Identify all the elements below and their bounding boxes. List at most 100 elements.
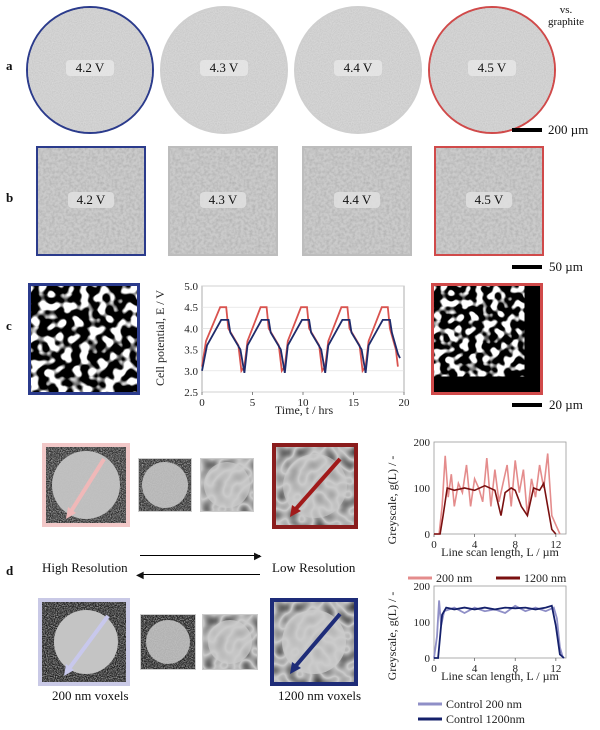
panel-b-letter: b <box>6 190 14 205</box>
scale-bar-a <box>512 128 542 132</box>
vs-text: vs. <box>559 4 573 16</box>
disc-voltage-label: 4.3 V <box>200 60 248 76</box>
plot-frame <box>433 441 567 535</box>
legend-label-control-1200: Control 1200nm <box>446 712 526 726</box>
x-tick-label: 0 <box>199 397 205 409</box>
micrograph-texture <box>46 447 126 523</box>
x-tick-label: 4 <box>472 663 478 675</box>
tile-voltage-label: 4.2 V <box>68 192 114 208</box>
low-resolution-label: Low Resolution <box>272 560 356 575</box>
sample-image-mid-4 <box>202 614 258 670</box>
x-tick-label: 8 <box>512 663 518 675</box>
x-tick-label: 12 <box>550 539 561 551</box>
binary-image-4-2v <box>28 283 140 395</box>
sem-tile-2: 4.3 V <box>168 146 278 256</box>
chart-c-ylabel: Cell potential, E / V <box>153 290 167 386</box>
x-tick-label: 5 <box>250 397 256 409</box>
chart-d2-ylabel: Greyscale, g(L) / - <box>385 592 399 681</box>
graphite-text: graphite <box>548 16 585 28</box>
tile-texture <box>38 148 144 254</box>
y-tick-label: 5.0 <box>184 281 198 293</box>
scale-bar-c <box>512 403 542 407</box>
legend-label-control-200: Control 200 nm <box>446 697 523 711</box>
chart-d2-xlabel: Line scan length, L / µm <box>441 669 559 683</box>
arrow-right-line <box>140 555 260 556</box>
legend-label-1200nm: 1200 nm <box>524 571 567 584</box>
micrograph-texture <box>274 602 354 682</box>
micrograph-texture <box>139 459 191 511</box>
series-line-2 <box>434 481 557 535</box>
chart-d2-legend: Control 200 nm Control 1200nm <box>418 697 526 726</box>
series-line-1 <box>201 306 399 374</box>
legend-label-200nm: 200 nm <box>436 571 473 584</box>
sem-tile-1: 4.2 V <box>36 146 146 256</box>
y-tick-label: 100 <box>414 483 431 495</box>
y-tick-label: 0 <box>425 653 431 665</box>
arrow-right-head: ▶ <box>254 551 262 562</box>
chart-c-plot-area: 2.5 3.0 3.5 4.0 4.5 5.0 0 5 10 15 20 <box>184 281 410 409</box>
y-tick-label: 200 <box>414 437 431 449</box>
plot-frame <box>201 285 405 393</box>
sample-image-200nm-degraded <box>42 443 130 527</box>
chart-d1-ylabel: Greyscale, g(L) / - <box>385 456 399 545</box>
y-tick-label: 200 <box>414 582 431 593</box>
y-tick-label: 0 <box>425 529 431 541</box>
sem-tile-3: 4.4 V <box>302 146 412 256</box>
line-scan-arrow <box>292 612 342 670</box>
scale-text-b: 50 µm <box>549 259 583 274</box>
chart-d1-legend: 200 nm 1200 nm <box>408 571 567 584</box>
arrow-left-line <box>140 574 260 575</box>
sample-image-mid-1 <box>138 458 192 512</box>
scale-bar-b <box>512 265 542 269</box>
x-tick-label: 15 <box>348 397 360 409</box>
disc-voltage-label: 4.5 V <box>468 60 516 76</box>
sample-image-1200nm-control <box>270 598 358 686</box>
x-tick-label: 0 <box>431 663 437 675</box>
panel-c-letter: c <box>6 318 12 333</box>
chart-d1-xlabel: Line scan length, L / µm <box>441 545 559 559</box>
panel-a-letter: a <box>6 58 13 73</box>
y-tick-label: 2.5 <box>184 387 198 399</box>
electrode-disc-3: 4.4 V <box>294 6 422 134</box>
y-tick-label: 4.5 <box>184 302 198 314</box>
sample-image-mid-3 <box>140 614 196 670</box>
label-200nm-voxels: 200 nm voxels <box>52 688 129 703</box>
disc-texture <box>430 8 554 132</box>
plot-frame <box>433 585 567 659</box>
x-tick-label: 12 <box>550 663 561 675</box>
sample-image-200nm-control <box>38 598 130 686</box>
micrograph-texture <box>42 602 126 682</box>
x-tick-label: 0 <box>431 539 437 551</box>
greyscale-chart-degraded: 0 100 200 0 4 8 12 Line scan length, L / µm Gr… <box>385 437 567 584</box>
electrode-disc-4: 4.5 V <box>428 6 556 134</box>
greyscale-chart-control: 0 100 200 0 4 8 12 Line scan length, L / µm Gr… <box>385 582 567 726</box>
high-resolution-label: High Resolution <box>42 560 128 575</box>
micrograph-texture <box>201 459 253 511</box>
y-tick-label: 4.0 <box>184 323 198 335</box>
y-tick-label: 3.0 <box>184 366 198 378</box>
chart-d2-plot-area: 0 100 200 0 4 8 12 <box>414 582 567 675</box>
cell-potential-chart: 2.5 3.0 3.5 4.0 4.5 5.0 0 5 10 15 20 Time, t / hrs… <box>153 281 410 417</box>
label-1200nm-voxels: 1200 nm voxels <box>278 688 362 703</box>
scale-text-c: 20 µm <box>549 397 583 412</box>
y-tick-label: 100 <box>414 617 431 629</box>
panel-d-letter: d <box>6 563 14 578</box>
chart-c-xlabel: Time, t / hrs <box>275 403 334 417</box>
sample-image-mid-2 <box>200 458 254 512</box>
line-scan-arrow <box>292 457 342 513</box>
line-scan-arrow <box>68 457 106 515</box>
y-tick-label: 3.5 <box>184 345 198 357</box>
x-tick-label: 8 <box>512 539 518 551</box>
series-line-2 <box>434 604 565 659</box>
series-line-2 <box>201 319 401 374</box>
micrograph-texture <box>203 615 257 669</box>
x-tick-label: 4 <box>472 539 478 551</box>
tile-voltage-label: 4.4 V <box>334 192 380 208</box>
disc-voltage-label: 4.2 V <box>66 60 114 76</box>
tile-voltage-label: 4.5 V <box>466 192 512 208</box>
binary-texture <box>31 286 137 392</box>
disc-voltage-label: 4.4 V <box>334 60 382 76</box>
arrow-left-head: ◀ <box>136 570 144 581</box>
chart-d1-plot-area: 0 100 200 0 4 8 12 <box>414 437 567 551</box>
series-line-1 <box>434 453 561 535</box>
